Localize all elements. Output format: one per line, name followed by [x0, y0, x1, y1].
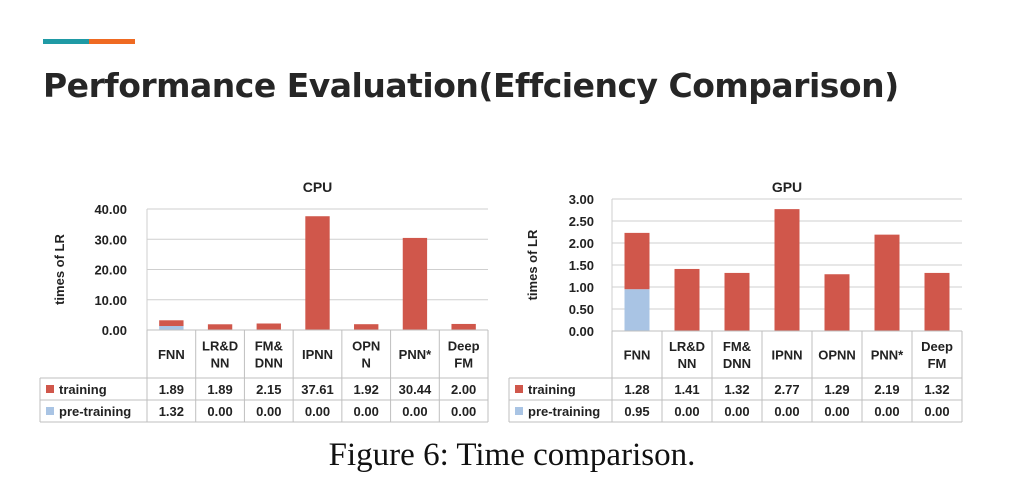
cpu-data-label-training: 30.44	[399, 382, 432, 397]
gpu-category-label: NN	[678, 356, 697, 371]
cpu-bar-training	[305, 216, 330, 330]
gpu-data-label-training: 1.29	[824, 382, 849, 397]
cpu-data-label-pre-training: 0.00	[402, 404, 427, 419]
cpu-category-label: FNN	[158, 347, 185, 362]
gpu-category-label: DNN	[723, 356, 751, 371]
cpu-y-tick-label: 10.00	[94, 293, 127, 308]
cpu-data-label-pre-training: 0.00	[305, 404, 330, 419]
cpu-data-label-pre-training: 0.00	[354, 404, 379, 419]
gpu-legend-label-pre-training: pre-training	[528, 404, 600, 419]
cpu-chart-title: CPU	[303, 179, 333, 195]
gpu-category-label: LR&D	[669, 339, 705, 354]
cpu-data-label-training: 2.00	[451, 382, 476, 397]
cpu-category-label: Deep	[448, 339, 480, 354]
gpu-bar-training	[874, 234, 900, 331]
gpu-y-tick-label: 1.50	[569, 258, 594, 273]
gpu-y-tick-label: 2.00	[569, 236, 594, 251]
gpu-legend-label-training: training	[528, 382, 576, 397]
gpu-data-label-training: 1.32	[724, 382, 749, 397]
gpu-category-label: FM	[928, 356, 947, 371]
cpu-data-label-pre-training: 0.00	[207, 404, 232, 419]
cpu-data-label-pre-training: 0.00	[256, 404, 281, 419]
gpu-y-tick-label: 0.50	[569, 302, 594, 317]
cpu-bar-training	[207, 324, 233, 330]
gpu-data-label-pre-training: 0.00	[774, 404, 799, 419]
cpu-bar-training	[451, 323, 476, 330]
gpu-y-tick-label: 1.00	[569, 280, 594, 295]
cpu-category-label: LR&D	[202, 339, 238, 354]
gpu-bar-training	[824, 274, 850, 331]
gpu-data-label-training: 1.32	[924, 382, 949, 397]
gpu-data-label-training: 2.19	[874, 382, 899, 397]
cpu-data-label-training: 1.92	[354, 382, 379, 397]
gpu-category-label: IPNN	[771, 348, 802, 363]
accent-teal	[43, 39, 89, 44]
cpu-data-label-training: 2.15	[256, 382, 281, 397]
gpu-data-label-pre-training: 0.00	[874, 404, 899, 419]
gpu-legend-swatch-pre-training	[515, 407, 523, 415]
slide-title: Performance Evaluation(Effciency Compari…	[43, 66, 899, 105]
gpu-bar-training	[624, 232, 650, 290]
cpu-data-label-training: 1.89	[159, 382, 184, 397]
gpu-data-label-pre-training: 0.00	[824, 404, 849, 419]
cpu-data-label-pre-training: 0.00	[451, 404, 476, 419]
gpu-y-axis-label: times of LR	[525, 229, 540, 300]
cpu-bar-pre-training	[159, 326, 184, 330]
cpu-category-label: DNN	[255, 356, 283, 371]
gpu-data-label-pre-training: 0.00	[724, 404, 749, 419]
gpu-bar-training	[924, 272, 950, 331]
cpu-y-tick-label: 40.00	[94, 202, 127, 217]
figure-caption: Figure 6: Time comparison.	[328, 437, 696, 473]
gpu-y-tick-label: 2.50	[569, 214, 594, 229]
gpu-y-tick-label: 0.00	[569, 324, 594, 339]
gpu-category-label: OPNN	[818, 348, 856, 363]
cpu-y-tick-label: 0.00	[102, 323, 127, 338]
gpu-data-label-pre-training: 0.00	[674, 404, 699, 419]
cpu-category-label: OPN	[352, 339, 380, 354]
cpu-y-axis-label: times of LR	[52, 234, 67, 305]
cpu-category-label: NN	[211, 356, 230, 371]
cpu-category-label: PNN*	[399, 347, 432, 362]
gpu-legend-swatch-training	[515, 385, 523, 393]
accent-bar	[43, 39, 135, 44]
cpu-legend-swatch-pre-training	[46, 407, 54, 415]
cpu-legend-label-training: training	[59, 382, 107, 397]
cpu-data-label-training: 37.61	[301, 382, 334, 397]
gpu-data-label-training: 2.77	[774, 382, 799, 397]
gpu-y-tick-label: 3.00	[569, 192, 594, 207]
cpu-y-tick-label: 30.00	[94, 232, 127, 247]
gpu-category-label: PNN*	[871, 348, 904, 363]
gpu-chart-title: GPU	[772, 179, 802, 195]
cpu-bar-training	[402, 237, 428, 330]
cpu-category-label: FM	[454, 356, 473, 371]
gpu-bar-training	[674, 268, 700, 331]
gpu-data-label-pre-training: 0.95	[624, 404, 649, 419]
accent-orange	[89, 39, 135, 44]
gpu-data-label-training: 1.28	[624, 382, 649, 397]
cpu-legend-label-pre-training: pre-training	[59, 404, 131, 419]
cpu-bar-training	[159, 320, 184, 327]
cpu-data-label-training: 1.89	[207, 382, 232, 397]
cpu-data-label-pre-training: 1.32	[159, 404, 184, 419]
gpu-bar-pre-training	[624, 289, 650, 331]
cpu-y-tick-label: 20.00	[94, 263, 127, 278]
cpu-category-label: FM&	[255, 339, 283, 354]
gpu-data-label-pre-training: 0.00	[924, 404, 949, 419]
cpu-bar-training	[256, 323, 281, 330]
gpu-data-label-training: 1.41	[674, 382, 699, 397]
gpu-bar-training	[774, 209, 800, 331]
gpu-category-label: FM&	[723, 339, 751, 354]
gpu-category-label: FNN	[624, 348, 651, 363]
cpu-category-label: IPNN	[302, 347, 333, 362]
cpu-category-label: N	[362, 356, 371, 371]
cpu-legend-swatch-training	[46, 385, 54, 393]
cpu-bar-training	[354, 324, 379, 330]
gpu-bar-training	[724, 272, 750, 331]
gpu-category-label: Deep	[921, 339, 953, 354]
